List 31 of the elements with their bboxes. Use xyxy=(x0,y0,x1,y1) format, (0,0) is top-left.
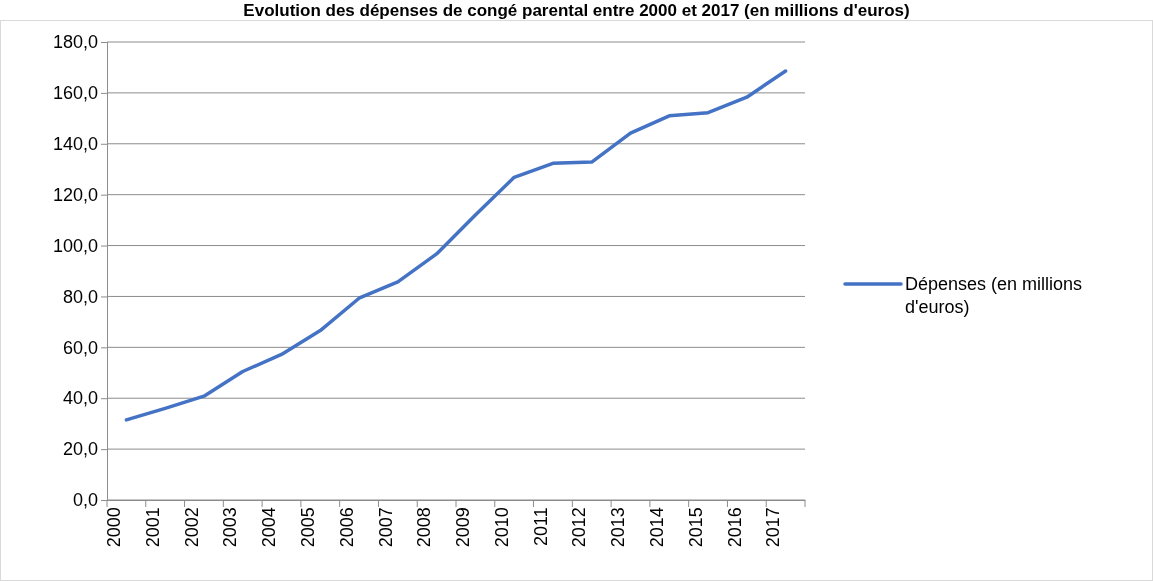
x-tick-label: 2014 xyxy=(646,507,667,548)
x-tick-label: 2015 xyxy=(685,507,706,548)
y-tick-label: 60,0 xyxy=(62,337,98,358)
x-tick-label: 2009 xyxy=(453,507,474,548)
x-tick-label: 2011 xyxy=(530,507,551,546)
y-tick-label: 20,0 xyxy=(62,439,98,460)
x-tick-label: 2013 xyxy=(608,507,629,548)
y-tick-label: 100,0 xyxy=(52,235,98,256)
x-tick-label: 2012 xyxy=(569,507,590,548)
x-tick-label: 2002 xyxy=(181,507,202,548)
x-tick-label: 2004 xyxy=(259,507,280,548)
line-series xyxy=(124,69,788,422)
x-tick-label: 2008 xyxy=(414,507,435,548)
x-tick-label: 2000 xyxy=(104,507,125,548)
legend-label: Dépenses (en millions d'euros) xyxy=(905,274,1083,317)
x-tick-label: 2003 xyxy=(220,507,241,548)
x-tick-label: 2007 xyxy=(375,507,396,548)
x-tick-label: 2005 xyxy=(297,507,318,548)
x-tick-label: 2017 xyxy=(763,507,784,548)
y-tick-label: 140,0 xyxy=(52,134,98,155)
x-tick-label: 2001 xyxy=(142,507,163,548)
y-tick-label: 180,0 xyxy=(52,32,98,53)
chart-title: Evolution des dépenses de congé parental entre 2000 et 2017 (en millions d'euros) xyxy=(243,1,910,20)
y-tick-label: 0,0 xyxy=(72,490,98,511)
x-tick-label: 2010 xyxy=(491,507,512,548)
y-tick-label: 120,0 xyxy=(52,184,98,205)
y-tick-label: 160,0 xyxy=(52,83,98,104)
y-tick-label: 80,0 xyxy=(62,286,98,307)
x-tick-label: 2016 xyxy=(724,507,745,548)
y-tick-label: 40,0 xyxy=(62,388,98,409)
x-tick-label: 2006 xyxy=(336,507,357,548)
